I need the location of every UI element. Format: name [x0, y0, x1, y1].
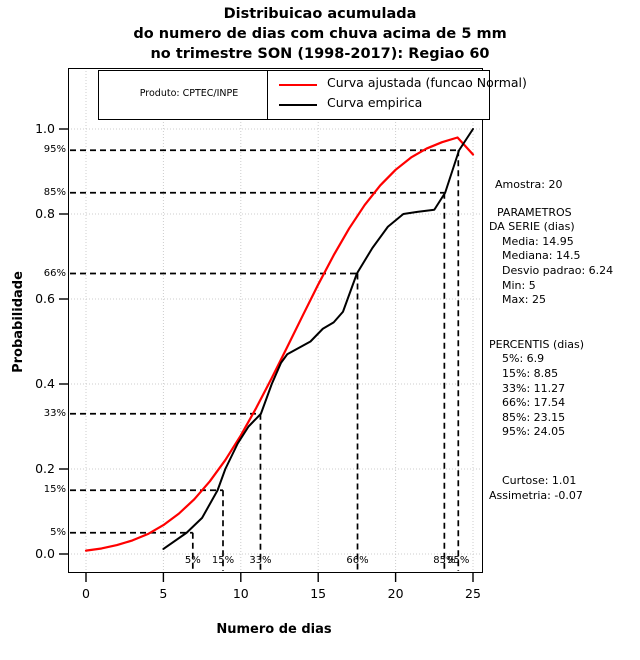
x-tick-label: 10: [232, 586, 249, 601]
legend-label-fitted: Curva ajustada (funcao Normal): [327, 75, 527, 90]
y-tick-label: 0.4: [35, 376, 55, 391]
percentile-x-label: 95%: [447, 555, 470, 566]
legend-swatch-black-icon: [279, 104, 317, 106]
x-axis-label: Numero de dias: [216, 622, 332, 637]
legend-label-empirical: Curva empirica: [327, 95, 423, 110]
title-line-3: no trimestre SON (1998-2017): Regiao 60: [150, 46, 490, 62]
y-axis-label: Probabilidade: [11, 271, 26, 373]
stat-percentile-95: 95%: 24.05: [502, 425, 566, 439]
x-tick-label: 20: [387, 586, 404, 601]
stat-media: Media: 14.95: [502, 234, 574, 248]
title-line-1: Distribuicao acumulada: [223, 6, 417, 22]
statistics-panel: Amostra: 20 PARAMETROS DA SERIE (dias) M…: [489, 178, 640, 503]
stat-mediana: Mediana: 14.5: [502, 249, 581, 263]
legend-swatch-red-icon: [279, 84, 317, 86]
x-tick-label: 15: [310, 586, 327, 601]
y-tick-label: 0.8: [35, 206, 55, 221]
y-tick-label: 0.0: [35, 546, 55, 561]
x-tick-label: 5: [159, 586, 168, 601]
percentile-y-label: 85%: [43, 186, 66, 198]
stat-curtose: Curtose: 1.01: [502, 473, 577, 487]
chart-title: Distribuicao acumulada do numero de dias…: [0, 4, 640, 64]
stat-assimetria: Assimetria: -0.07: [489, 488, 583, 502]
percentile-y-label: 66%: [43, 267, 66, 279]
stat-percentile-33: 33%: 11.27: [502, 381, 566, 395]
percentile-x-label: 66%: [346, 555, 369, 566]
stat-desvio-padrao: Desvio padrao: 6.24: [502, 263, 614, 277]
y-tick-label: 1.0: [35, 121, 55, 136]
stat-amostra: Amostra: 20: [495, 178, 563, 191]
stat-percentile-66: 66%: 17.54: [502, 396, 566, 410]
percentile-x-label: 33%: [249, 555, 272, 566]
plot-frame: [68, 68, 483, 573]
stat-min: Min: 5: [502, 278, 536, 292]
percentile-x-label: 85%: [433, 555, 456, 566]
legend-items: Curva ajustada (funcao Normal) Curva emp…: [267, 71, 527, 119]
percentile-y-label: 5%: [50, 526, 66, 538]
x-tick-label: 25: [465, 586, 481, 601]
x-tick-label: 0: [82, 586, 90, 601]
percentile-y-label: 15%: [43, 484, 66, 496]
percentile-y-label: 33%: [43, 407, 66, 419]
stat-parametros-heading: PARAMETROS: [497, 205, 572, 219]
percentile-y-label: 95%: [43, 144, 66, 156]
stat-percentile-5: 5%: 6.9: [502, 352, 545, 366]
legend-produto-text: Produto: CPTEC/INPE: [139, 88, 239, 99]
percentile-x-label: 5%: [184, 555, 201, 566]
stat-max: Max: 25: [502, 293, 546, 307]
percentile-x-label: 15%: [211, 555, 235, 566]
title-line-2: do numero de dias com chuva acima de 5 m…: [133, 26, 507, 42]
y-tick-label: 0.6: [35, 291, 55, 306]
stat-percentile-85: 85%: 23.15: [502, 410, 566, 424]
legend-divider: [267, 71, 268, 119]
stat-percentis-heading: PERCENTIS (dias): [489, 337, 585, 351]
stat-percentile-15: 15%: 8.85: [502, 366, 559, 380]
stat-serie-heading: DA SERIE (dias): [489, 220, 575, 234]
legend: Produto: CPTEC/INPE Curva ajustada (func…: [98, 70, 527, 120]
y-tick-label: 0.2: [35, 461, 55, 476]
